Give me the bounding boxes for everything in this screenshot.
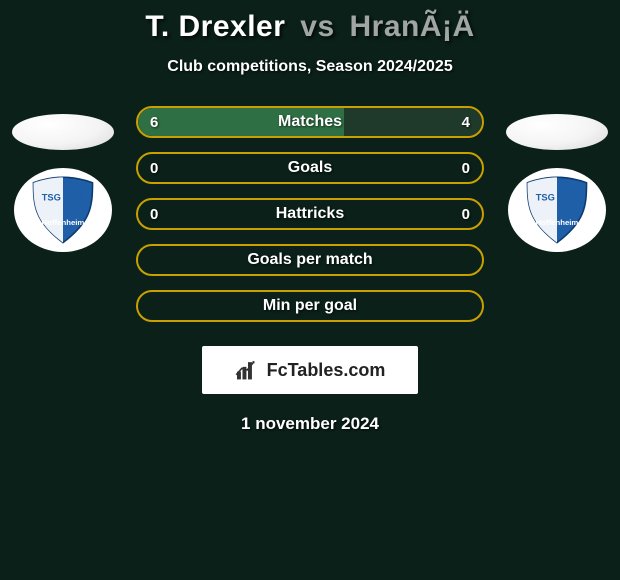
player1-avatar <box>12 114 114 150</box>
player2-club-badge: TSG 1899 Hoffenheim <box>508 168 606 252</box>
shield-icon: TSG 1899 Hoffenheim <box>24 175 102 245</box>
stat-bar: 0 0 Hattricks <box>136 198 484 230</box>
stat-label: Matches <box>278 113 342 131</box>
shield-icon: TSG 1899 Hoffenheim <box>518 175 596 245</box>
stat-label: Goals <box>288 159 332 177</box>
bar-chart-icon <box>235 359 261 381</box>
badge-line2: Hoffenheim <box>536 218 579 227</box>
subtitle: Club competitions, Season 2024/2025 <box>0 58 620 76</box>
comparison-main: TSG 1899 Hoffenheim 6 4 Matches 0 0 Goals 0 0 Ha… <box>0 106 620 322</box>
date-text: 1 november 2024 <box>0 414 620 434</box>
stat-value-p2: 4 <box>462 114 470 131</box>
stat-label: Min per goal <box>263 297 357 315</box>
stat-label: Hattricks <box>276 205 344 223</box>
vs-text: vs <box>300 10 334 43</box>
player2-avatar <box>506 114 608 150</box>
badge-line1: TSG 1899 <box>536 193 579 203</box>
player2-name: HranÃ¡Ä <box>349 10 474 43</box>
player1-club-badge: TSG 1899 Hoffenheim <box>14 168 112 252</box>
stat-bars: 6 4 Matches 0 0 Goals 0 0 Hattricks Goals per mat… <box>136 106 484 322</box>
stat-bar: 6 4 Matches <box>136 106 484 138</box>
badge-line1: TSG 1899 <box>42 193 85 203</box>
stat-value-p1: 6 <box>150 114 158 131</box>
brand-text: FcTables.com <box>267 360 386 381</box>
stat-label: Goals per match <box>247 251 372 269</box>
comparison-title: T. Drexler vs HranÃ¡Ä <box>0 10 620 44</box>
stat-value-p2: 0 <box>462 206 470 223</box>
stat-value-p2: 0 <box>462 160 470 177</box>
stat-bar: Goals per match <box>136 244 484 276</box>
stat-value-p1: 0 <box>150 160 158 177</box>
right-side: TSG 1899 Hoffenheim <box>502 106 612 252</box>
player1-name: T. Drexler <box>145 10 285 43</box>
badge-line2: Hoffenheim <box>42 218 85 227</box>
stat-bar: Min per goal <box>136 290 484 322</box>
stat-value-p1: 0 <box>150 206 158 223</box>
stat-bar: 0 0 Goals <box>136 152 484 184</box>
left-side: TSG 1899 Hoffenheim <box>8 106 118 252</box>
brand-box: FcTables.com <box>202 346 418 394</box>
